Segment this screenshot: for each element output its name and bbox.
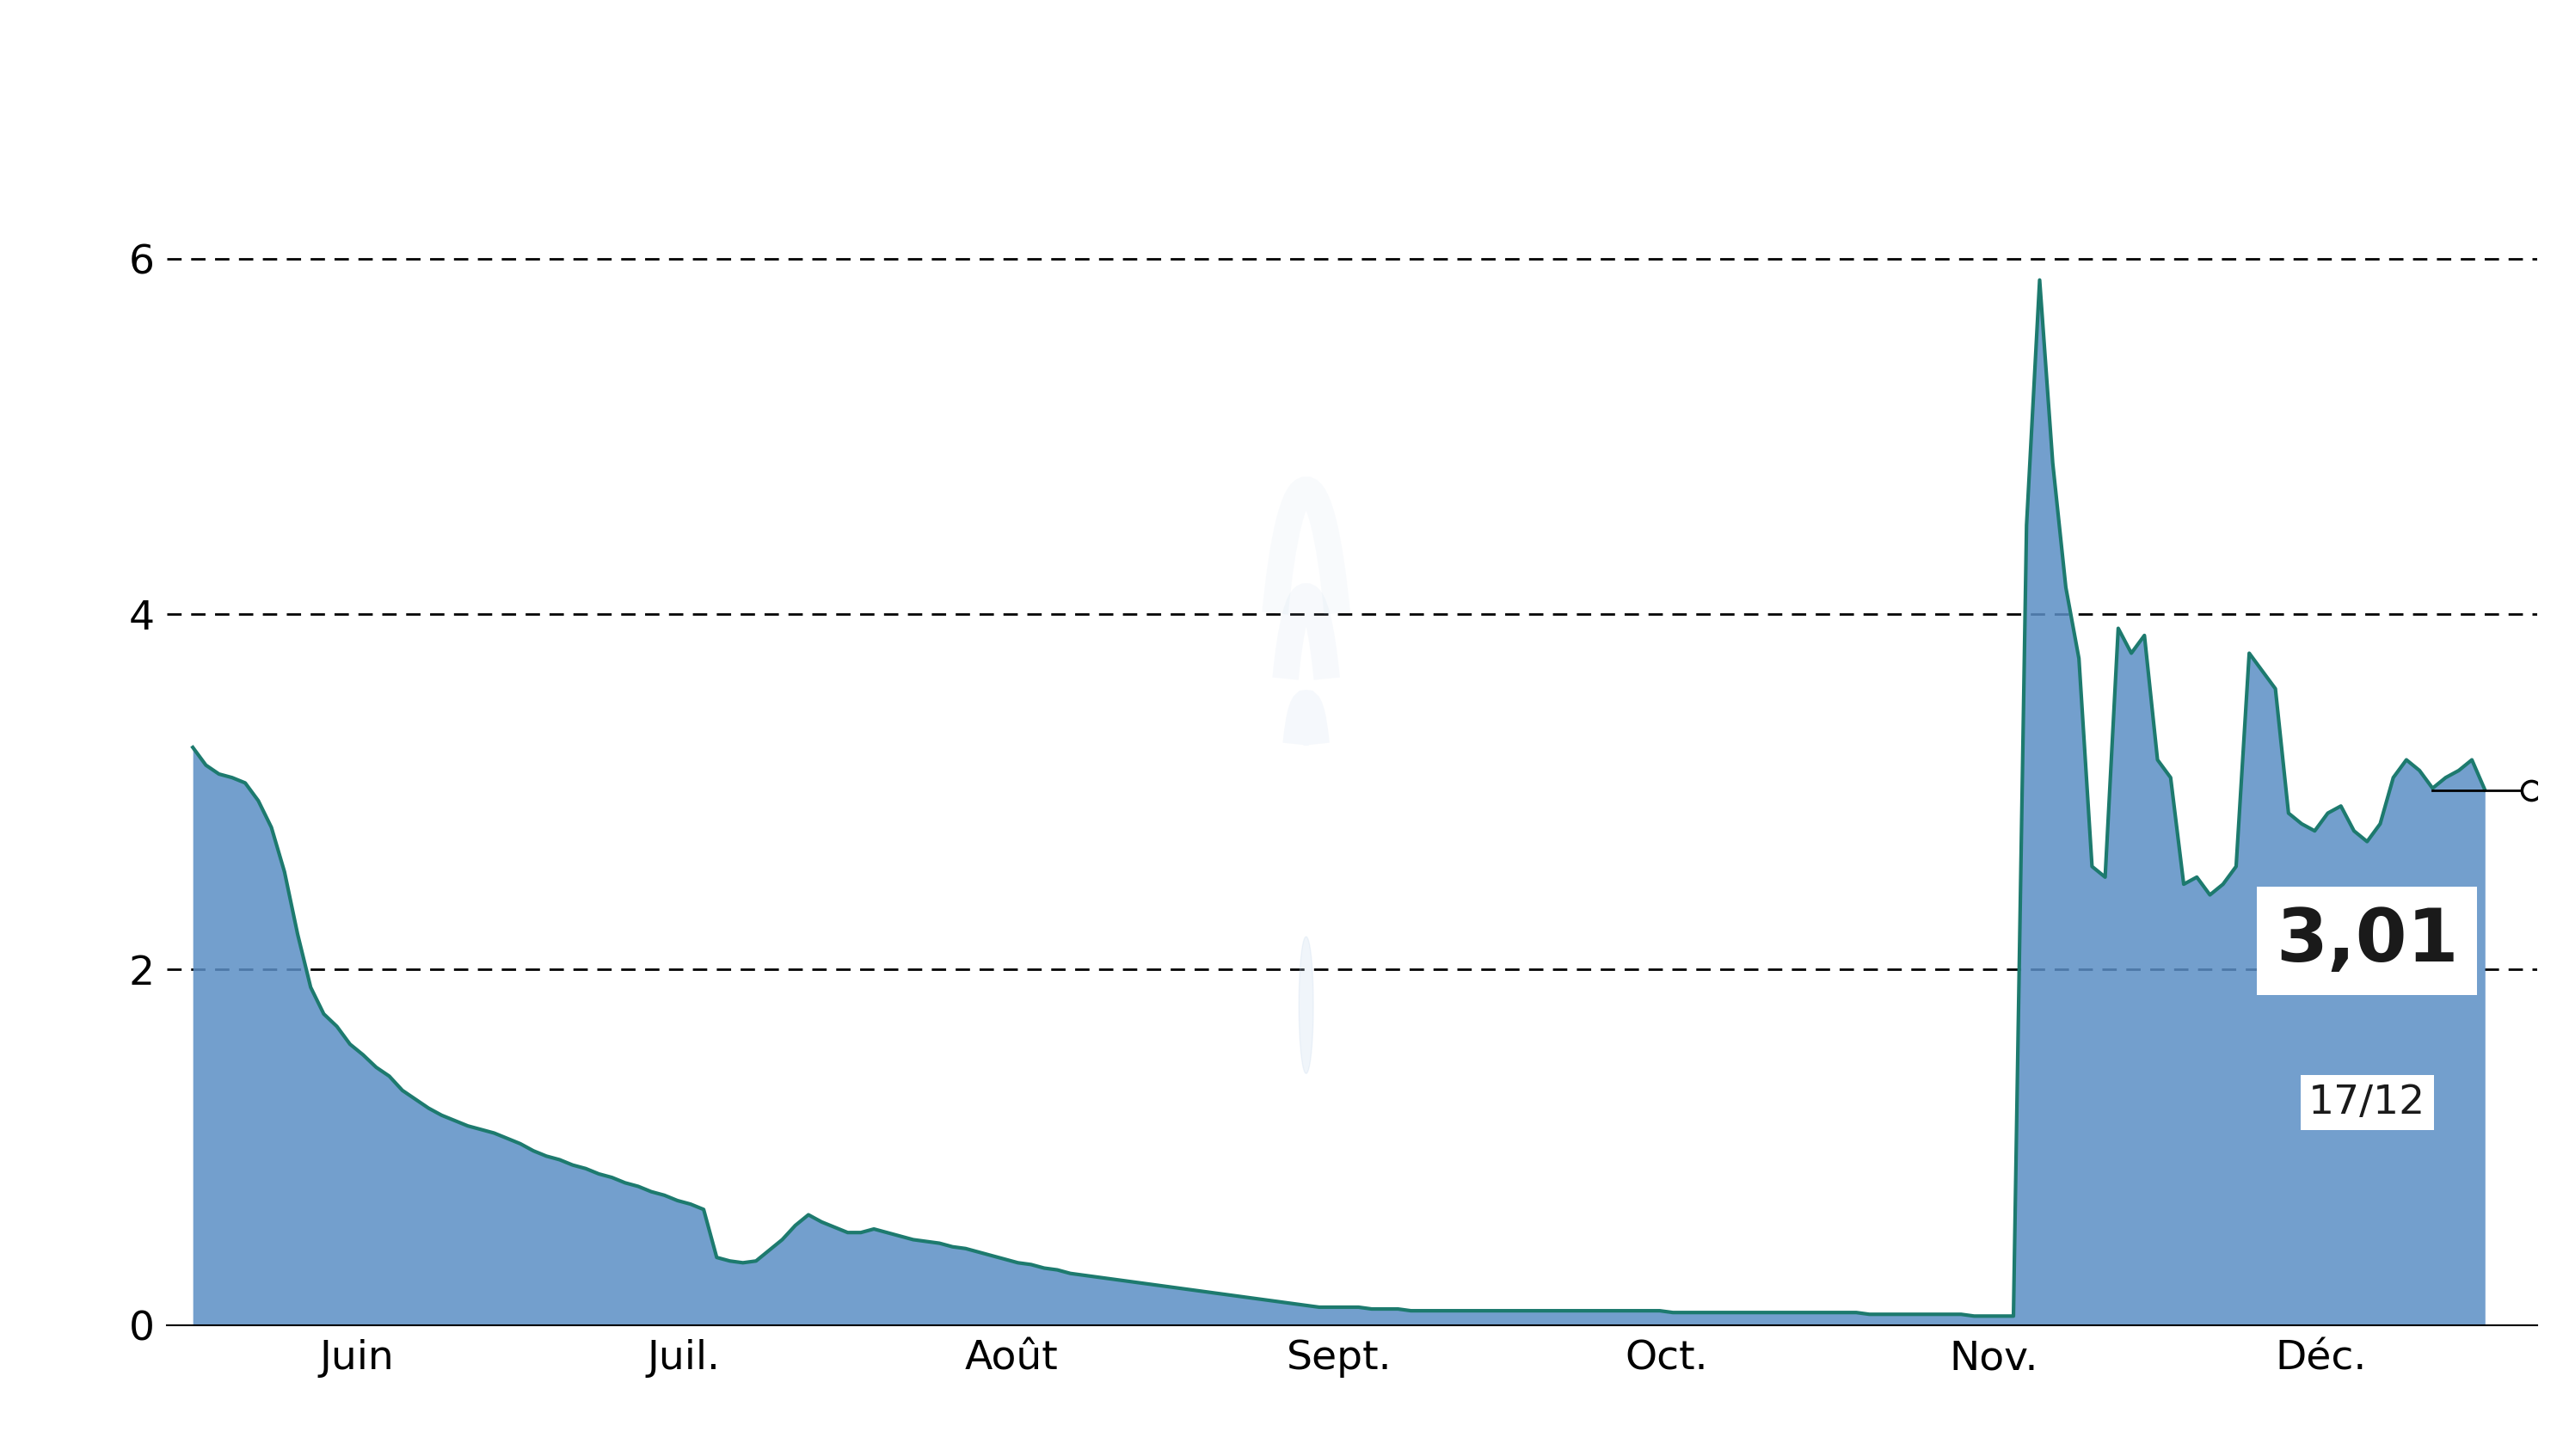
Text: 3,01: 3,01 [2276, 906, 2458, 977]
Text: Interactive Strength Inc.: Interactive Strength Inc. [618, 20, 1945, 114]
Polygon shape [1299, 936, 1312, 1073]
Text: 17/12: 17/12 [2309, 1083, 2425, 1123]
